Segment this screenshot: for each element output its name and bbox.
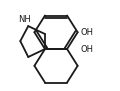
Text: NH: NH xyxy=(18,15,31,24)
Text: OH: OH xyxy=(80,28,93,37)
Text: OH: OH xyxy=(80,44,93,54)
